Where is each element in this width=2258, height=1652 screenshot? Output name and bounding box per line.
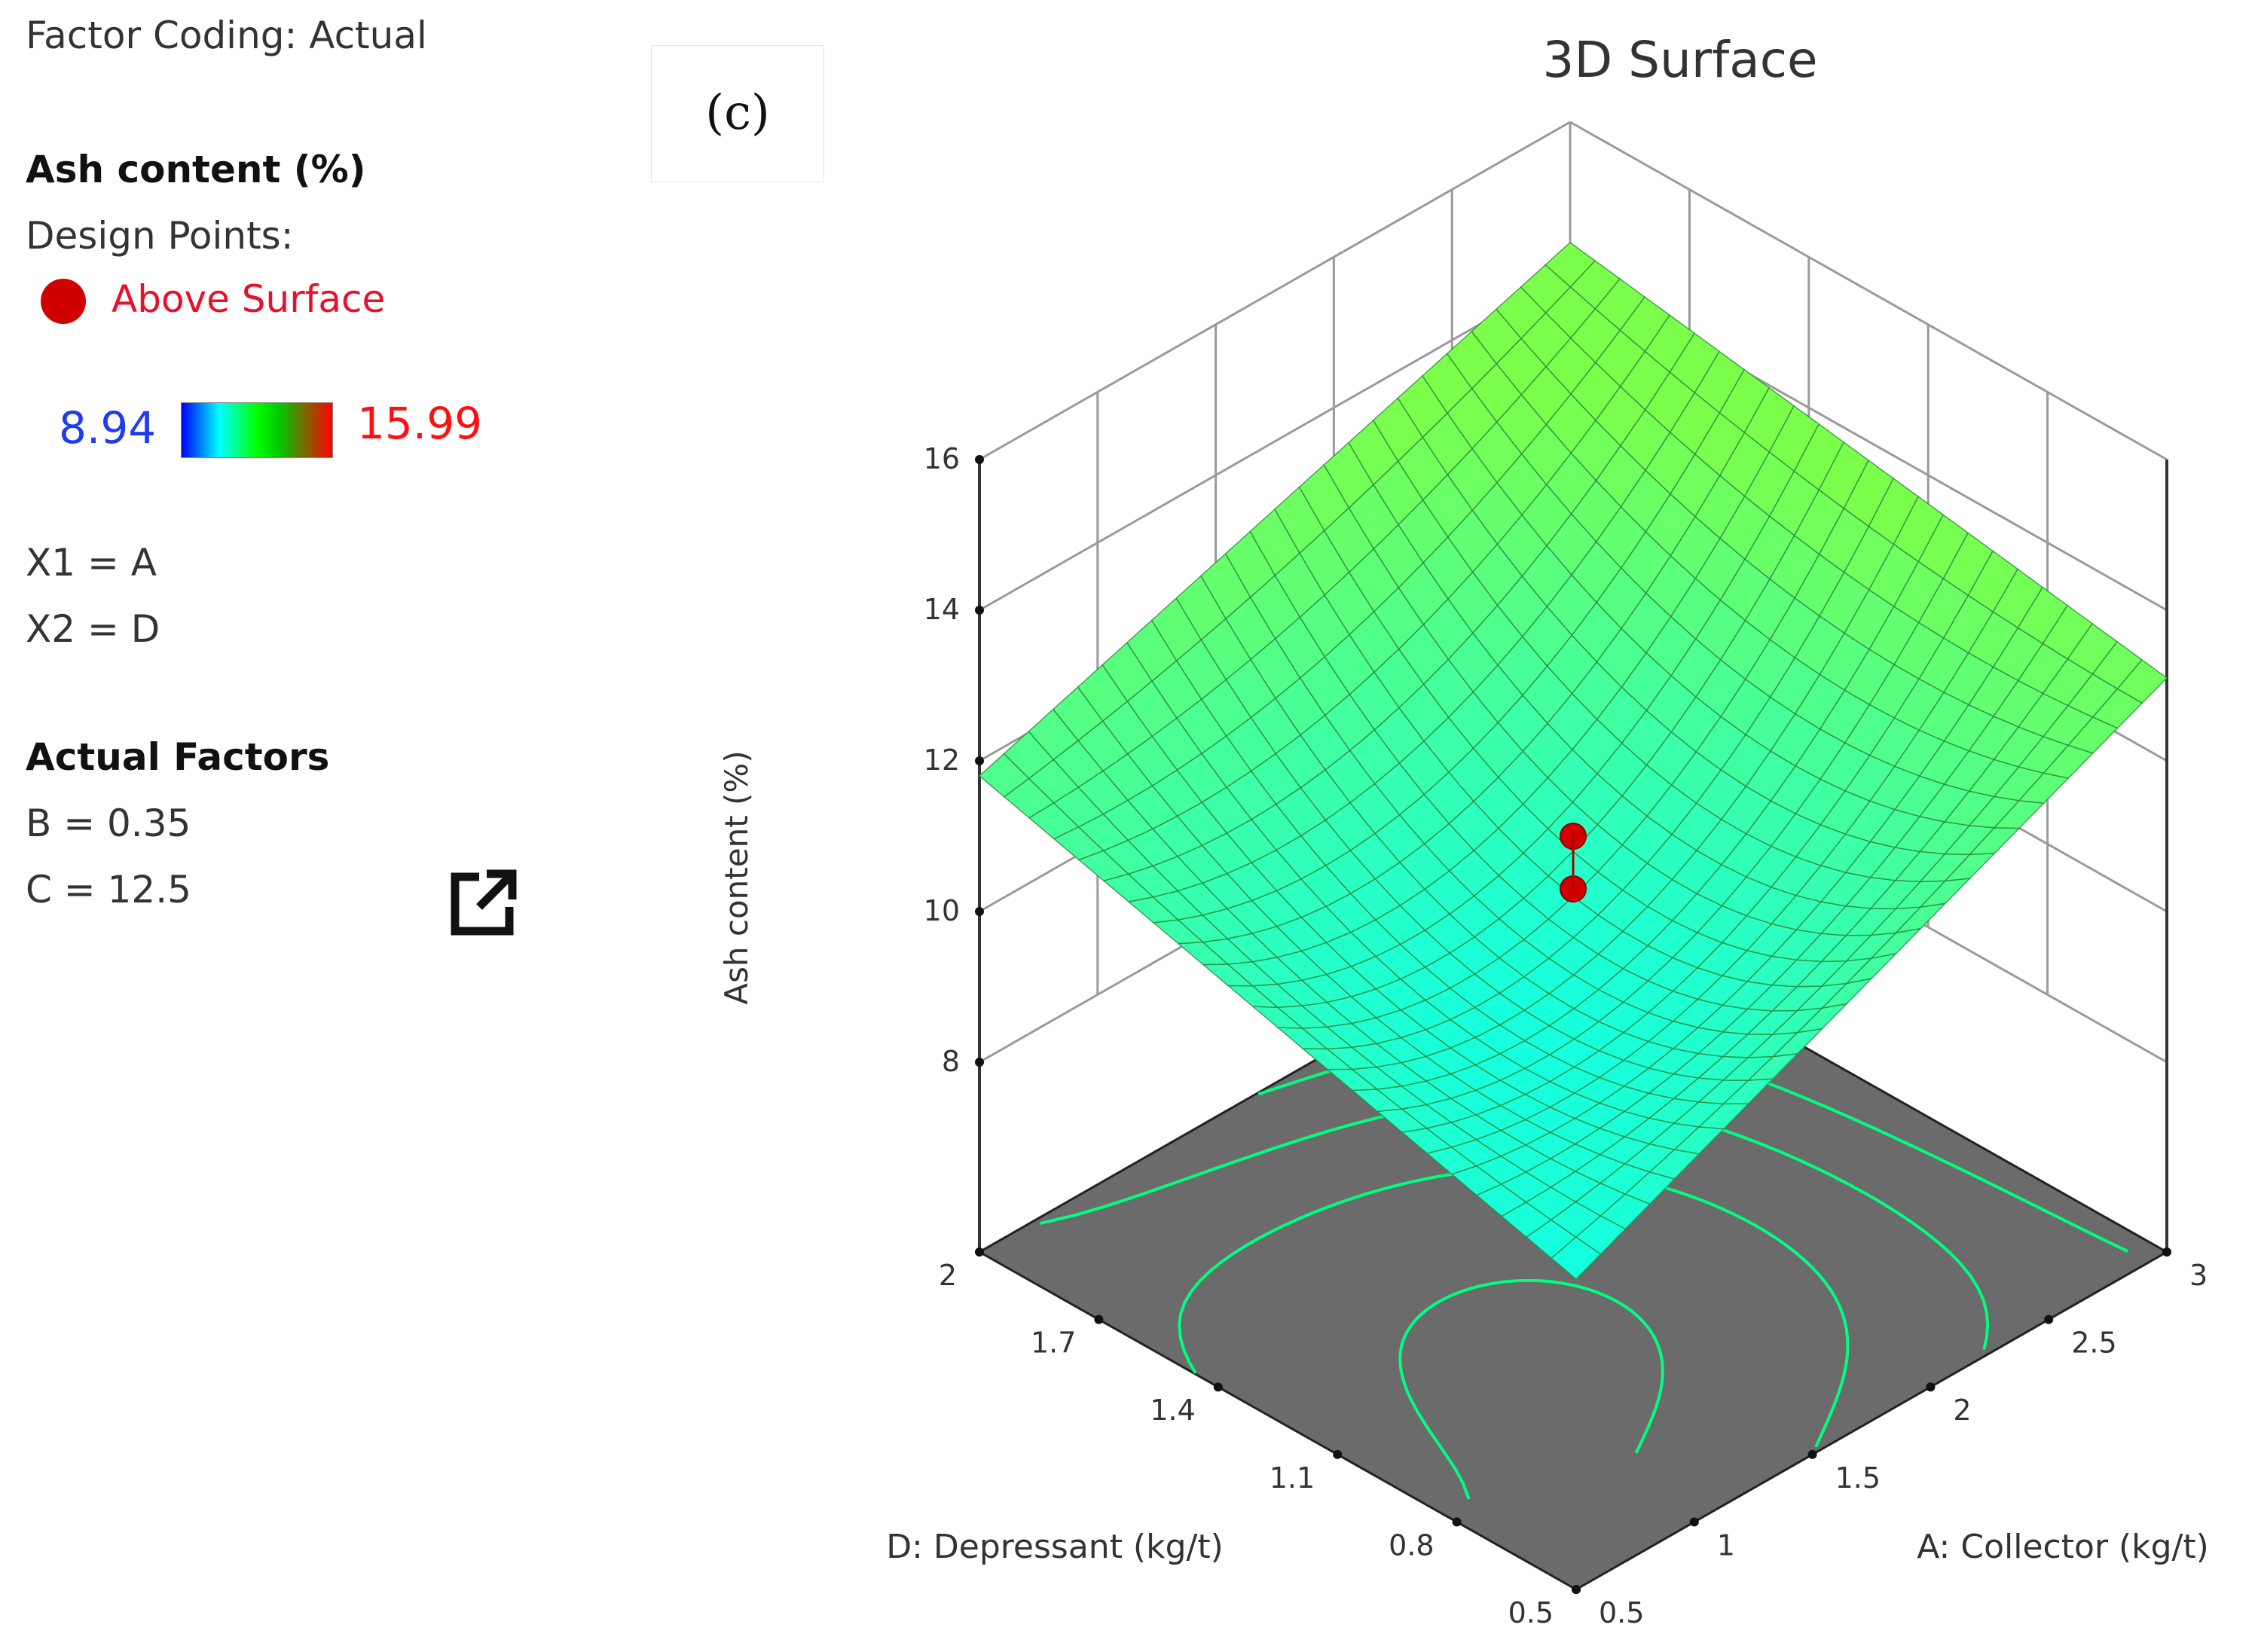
response-title: Ash content (%) bbox=[26, 148, 366, 191]
y-tick-label: 0.8 bbox=[1389, 1528, 1434, 1562]
y-tick-label: 1.7 bbox=[1031, 1327, 1076, 1360]
x1-definition: X1 = A bbox=[26, 541, 157, 585]
z-tick-label: 14 bbox=[924, 593, 960, 626]
axes: 8 10 12 14 16 0.5 1 1.5 2 2.5 3 0.5 0.8 1.1 1.4 1.7 2 bbox=[924, 442, 2208, 1629]
x-axis-label: A: Collector (kg/t) bbox=[1917, 1528, 2209, 1566]
x-tick-label: 0.5 bbox=[1599, 1596, 1644, 1629]
z-tick-label: 16 bbox=[924, 442, 960, 475]
factor-coding-text: Factor Coding: Actual bbox=[26, 14, 427, 57]
x-tick-label: 1.5 bbox=[1835, 1461, 1881, 1495]
above-surface-legend: Above Surface bbox=[112, 277, 386, 321]
design-points bbox=[1560, 823, 1587, 902]
chart-title: 3D Surface bbox=[1542, 31, 1817, 89]
z-tick-label: 8 bbox=[942, 1045, 960, 1078]
z-tick-label: 10 bbox=[924, 894, 960, 927]
y-axis-label: D: Depressant (kg/t) bbox=[886, 1528, 1224, 1566]
x-tick-label: 2.5 bbox=[2071, 1327, 2116, 1360]
y-tick-label: 0.5 bbox=[1508, 1596, 1554, 1629]
panel-label-box: (c) bbox=[651, 45, 824, 182]
external-link-icon[interactable] bbox=[448, 866, 520, 939]
legend-panel: Factor Coding: Actual Ash content (%) De… bbox=[26, 0, 643, 979]
colorbar-max: 15.99 bbox=[357, 398, 483, 449]
response-surface bbox=[978, 242, 2168, 1281]
y-tick-label: 2 bbox=[939, 1259, 957, 1292]
red-circle-icon bbox=[41, 279, 86, 324]
colorbar bbox=[181, 402, 333, 458]
colorbar-min: 8.94 bbox=[59, 402, 157, 453]
x-tick-label: 2 bbox=[1953, 1394, 1971, 1427]
x2-definition: X2 = D bbox=[26, 607, 160, 651]
panel-label: (c) bbox=[705, 85, 770, 141]
y-tick-label: 1.4 bbox=[1150, 1394, 1195, 1427]
z-axis-label: Ash content (%) bbox=[718, 750, 755, 1004]
factor-b: B = 0.35 bbox=[26, 802, 191, 845]
actual-factors-title: Actual Factors bbox=[26, 735, 330, 779]
x-tick-label: 3 bbox=[2189, 1259, 2208, 1292]
z-tick-label: 12 bbox=[924, 744, 960, 777]
x-tick-label: 1 bbox=[1717, 1528, 1735, 1562]
design-points-label: Design Points: bbox=[26, 214, 294, 258]
y-tick-label: 1.1 bbox=[1270, 1461, 1315, 1495]
factor-c: C = 12.5 bbox=[26, 868, 191, 912]
